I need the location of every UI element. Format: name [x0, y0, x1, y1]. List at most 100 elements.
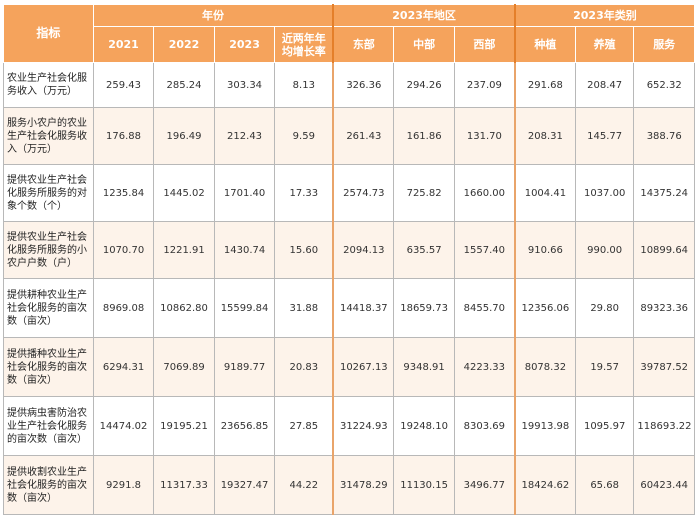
table-cell: 31478.29 [332, 455, 395, 515]
table-cell: 1701.40 [213, 164, 276, 222]
row-label: 提供耕种农业生产社会化服务的亩次数（亩次） [3, 278, 94, 338]
table-cell: 2094.13 [332, 221, 395, 279]
table-cell: 15599.84 [213, 278, 276, 338]
table-cell: 1004.41 [513, 164, 576, 222]
table-cell: 9291.8 [92, 455, 155, 515]
table-cell: 1221.91 [153, 221, 215, 279]
table-cell: 2574.73 [332, 164, 395, 222]
header-row-groups: 指标 年份 2023年地区 2023年类别 [3, 4, 695, 63]
table-cell: 196.49 [153, 107, 215, 165]
table-cell: 118693.22 [633, 396, 695, 456]
header-planting: 种植 [514, 26, 576, 63]
table-cell: 131.70 [453, 107, 516, 165]
header-service: 服务 [633, 26, 695, 63]
table-cell: 10899.64 [633, 221, 695, 279]
row-label: 服务小农户的农业生产社会化服务收入（万元） [3, 107, 94, 165]
table-body: 农业生产社会化服务收入（万元） 259.43 285.24 303.34 8.13 326… [3, 62, 695, 515]
table-cell: 1235.84 [92, 164, 155, 222]
table-cell: 8455.70 [453, 278, 516, 338]
table-cell: 89323.36 [633, 278, 695, 338]
table-cell: 1430.74 [213, 221, 276, 279]
table-cell: 1095.97 [574, 396, 635, 456]
table-cell: 1037.00 [574, 164, 635, 222]
table-cell: 11317.33 [153, 455, 215, 515]
table-cell: 18424.62 [513, 455, 576, 515]
row-label: 提供农业生产社会化服务所服务的对象个数（个） [3, 164, 94, 222]
table-cell: 725.82 [393, 164, 455, 222]
table-cell: 1445.02 [153, 164, 215, 222]
table-cell: 294.26 [393, 62, 455, 108]
table-cell: 1070.70 [92, 221, 155, 279]
table-cell: 31.88 [274, 278, 334, 338]
table-cell: 990.00 [574, 221, 635, 279]
header-east: 东部 [332, 26, 395, 63]
table-cell: 6294.31 [92, 337, 155, 397]
table-row: 提供农业生产社会化服务所服务的小农户户数（户） 1070.70 1221.91 143… [3, 221, 695, 279]
table-cell: 388.76 [633, 107, 695, 165]
table-cell: 176.88 [92, 107, 155, 165]
table-row: 提供病虫害防治农业生产社会化服务的亩次数（亩次） 14474.02 19195.21… [3, 396, 695, 456]
table-row: 提供农业生产社会化服务所服务的对象个数（个） 1235.84 1445.02 1701… [3, 164, 695, 222]
table-cell: 19195.21 [153, 396, 215, 456]
table-cell: 19327.47 [213, 455, 276, 515]
table-cell: 31224.93 [332, 396, 395, 456]
table-cell: 8.13 [274, 62, 334, 108]
header-group-category: 2023年类别 [514, 4, 695, 27]
table-cell: 145.77 [574, 107, 635, 165]
table-cell: 9.59 [274, 107, 334, 165]
table-cell: 259.43 [92, 62, 155, 108]
table-cell: 326.36 [332, 62, 395, 108]
table-cell: 10267.13 [332, 337, 395, 397]
row-label: 提供收割农业生产社会化服务的亩次数（亩次） [3, 455, 94, 515]
table-cell: 212.43 [213, 107, 276, 165]
header-avg-growth: 近两年年均增长率 [274, 26, 335, 63]
table-cell: 18659.73 [393, 278, 455, 338]
table-cell: 4223.33 [453, 337, 516, 397]
table-cell: 23656.85 [213, 396, 276, 456]
table-cell: 8078.32 [513, 337, 576, 397]
table-cell: 11130.15 [393, 455, 455, 515]
table-cell: 208.31 [513, 107, 576, 165]
header-2021: 2021 [92, 26, 155, 63]
table-row: 提供耕种农业生产社会化服务的亩次数（亩次） 8969.08 10862.80 1559… [3, 278, 695, 338]
data-table: 指标 年份 2023年地区 2023年类别 2021 2022 2023 近两年… [3, 4, 695, 515]
table-row: 服务小农户的农业生产社会化服务收入（万元） 176.88 196.49 212.43 9… [3, 107, 695, 165]
table-cell: 60423.44 [633, 455, 695, 515]
table-cell: 29.80 [574, 278, 635, 338]
table-cell: 20.83 [274, 337, 334, 397]
table-cell: 14375.24 [633, 164, 695, 222]
header-breeding: 养殖 [574, 26, 635, 63]
data-table-container: 指标 年份 2023年地区 2023年类别 2021 2022 2023 近两年… [3, 4, 695, 515]
table-cell: 19913.98 [513, 396, 576, 456]
table-cell: 3496.77 [453, 455, 516, 515]
table-cell: 44.22 [274, 455, 334, 515]
table-cell: 261.43 [332, 107, 395, 165]
table-cell: 8303.69 [453, 396, 516, 456]
table-cell: 237.09 [453, 62, 516, 108]
header-west: 西部 [453, 26, 516, 63]
table-cell: 10862.80 [153, 278, 215, 338]
table-cell: 910.66 [513, 221, 576, 279]
table-row: 提供播种农业生产社会化服务的亩次数（亩次） 6294.31 7069.89 9189.… [3, 337, 695, 397]
header-2023: 2023 [213, 26, 276, 63]
table-row: 农业生产社会化服务收入（万元） 259.43 285.24 303.34 8.13 326… [3, 62, 695, 108]
row-label: 提供播种农业生产社会化服务的亩次数（亩次） [3, 337, 94, 397]
table-cell: 303.34 [213, 62, 276, 108]
table-row: 提供收割农业生产社会化服务的亩次数（亩次） 9291.8 11317.33 19327… [3, 455, 695, 515]
table-cell: 15.60 [274, 221, 334, 279]
table-cell: 39787.52 [633, 337, 695, 397]
header-indicator: 指标 [3, 4, 94, 63]
table-cell: 8969.08 [92, 278, 155, 338]
header-2022: 2022 [153, 26, 215, 63]
table-cell: 27.85 [274, 396, 334, 456]
table-cell: 14474.02 [92, 396, 155, 456]
table-cell: 65.68 [574, 455, 635, 515]
row-label: 提供农业生产社会化服务所服务的小农户户数（户） [3, 221, 94, 279]
header-central: 中部 [393, 26, 455, 63]
table-cell: 291.68 [513, 62, 576, 108]
table-cell: 1557.40 [453, 221, 516, 279]
table-cell: 19248.10 [393, 396, 455, 456]
table-cell: 1660.00 [453, 164, 516, 222]
header-group-year: 年份 [92, 4, 335, 27]
table-cell: 161.86 [393, 107, 455, 165]
